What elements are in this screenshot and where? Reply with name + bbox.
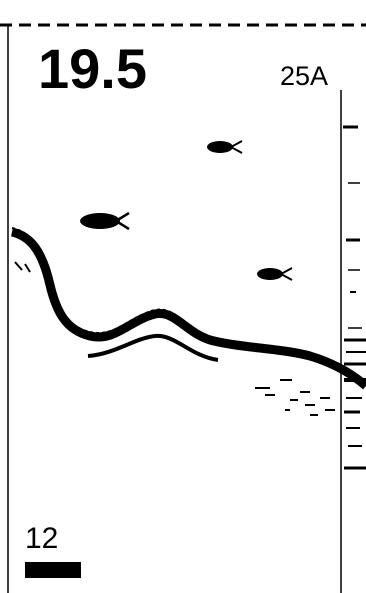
scale-label: 12 bbox=[25, 522, 58, 555]
page: 19.5 25A 12 bbox=[0, 0, 366, 593]
range-label: 25A bbox=[280, 61, 328, 91]
scale-bar bbox=[25, 562, 81, 578]
sonar-screen: 19.5 25A 12 bbox=[0, 0, 366, 593]
depth-readout: 19.5 bbox=[38, 37, 147, 100]
